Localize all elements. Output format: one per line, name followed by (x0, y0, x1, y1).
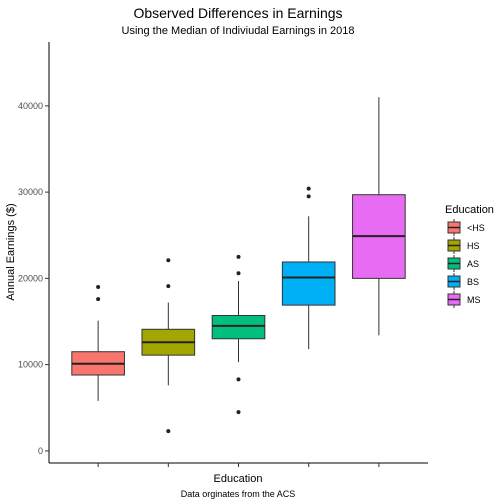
outlier-point (237, 271, 241, 275)
outlier-point (96, 297, 100, 301)
outlier-point (307, 187, 311, 191)
y-tick-label: 30000 (18, 187, 43, 197)
outlier-point (166, 429, 170, 433)
outlier-point (96, 285, 100, 289)
outlier-point (237, 377, 241, 381)
box-1 (72, 285, 125, 401)
x-axis-title: Education (214, 473, 263, 485)
outlier-point (166, 258, 170, 262)
plot-area: 0 10000 20000 30000 40000 (18, 42, 428, 467)
legend-label: MS (467, 295, 481, 305)
legend-key-5 (448, 291, 460, 308)
box-4 (282, 187, 335, 349)
legend-label: HS (467, 241, 480, 251)
chart-subtitle: Using the Median of Indiviudal Earnings … (122, 25, 355, 37)
chart-caption: Data orginates from the ACS (181, 489, 296, 499)
outlier-point (237, 410, 241, 414)
y-tick-label: 0 (38, 446, 43, 456)
chart-title: Observed Differences in Earnings (133, 5, 342, 21)
y-tick-label: 40000 (18, 101, 43, 111)
legend-key-2 (448, 237, 460, 254)
box-iqr (282, 262, 335, 305)
y-tick-label: 10000 (18, 360, 43, 370)
outlier-point (237, 255, 241, 259)
legend: Education <HS HS AS BS MS (445, 204, 494, 308)
outlier-point (307, 194, 311, 198)
legend-title: Education (445, 204, 494, 216)
box-2 (142, 258, 195, 433)
legend-key-3 (448, 255, 460, 272)
legend-label: BS (467, 277, 479, 287)
box-5 (353, 97, 406, 335)
legend-label: AS (467, 259, 479, 269)
y-tick-label: 20000 (18, 273, 43, 283)
y-axis-title: Annual Earnings ($) (5, 203, 17, 300)
legend-label: <HS (467, 223, 485, 233)
legend-key-1 (448, 219, 460, 236)
legend-key-4 (448, 273, 460, 290)
box-iqr (212, 315, 265, 338)
box-3 (212, 255, 265, 414)
outlier-point (166, 284, 170, 288)
